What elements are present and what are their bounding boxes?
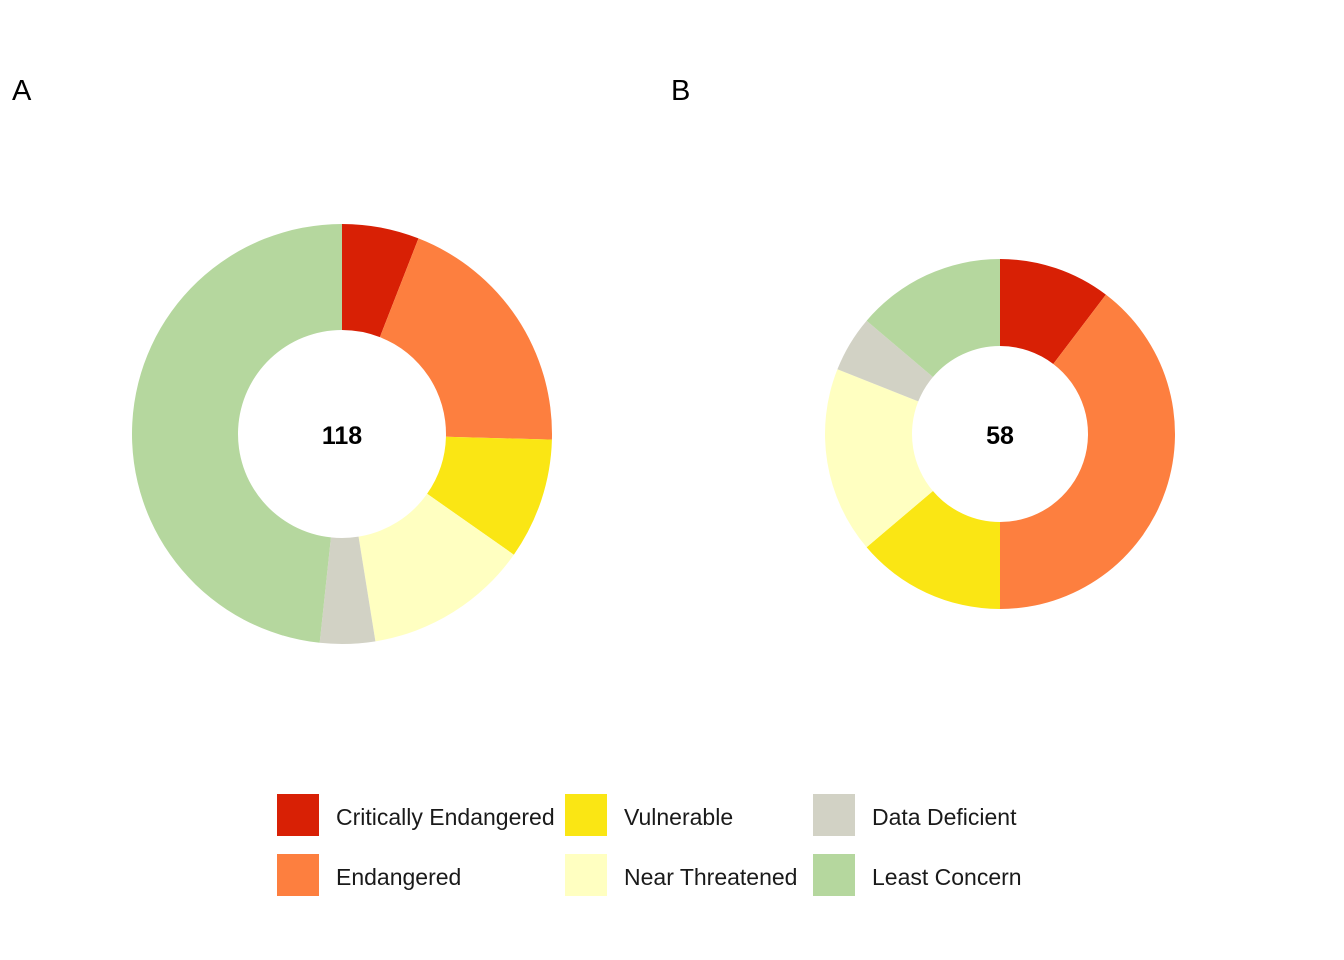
donut-b-slice-critically-endangered — [1000, 259, 1106, 364]
legend-swatch-critically-endangered — [277, 794, 319, 836]
legend-label-endangered: Endangered — [336, 864, 461, 890]
donut-b-slice-endangered — [1000, 294, 1175, 609]
panel-b: B 58 — [671, 75, 1175, 609]
donut-a-slice-near-threatened — [358, 493, 514, 642]
donut-b-center-label: 58 — [986, 422, 1014, 450]
donut-a-slice-critically-endangered — [342, 224, 419, 338]
legend: Critically Endangered Endangered Vulnera… — [277, 794, 1022, 896]
donut-a-slice-data-deficient — [319, 536, 376, 645]
legend-label-least-concern: Least Concern — [872, 864, 1022, 890]
donut-a — [132, 224, 553, 645]
donut-a-slice-endangered — [379, 238, 553, 440]
legend-label-near-threatened: Near Threatened — [624, 864, 797, 890]
legend-label-critically-endangered: Critically Endangered — [336, 804, 555, 830]
donut-b-slice-near-threatened — [825, 369, 933, 548]
donut-b-slice-least-concern — [866, 259, 1000, 378]
donut-b-slice-vulnerable — [866, 490, 1000, 609]
legend-swatch-least-concern — [813, 854, 855, 896]
panel-a: A 118 — [12, 75, 553, 645]
donut-b — [825, 259, 1175, 609]
legend-swatch-data-deficient — [813, 794, 855, 836]
donut-a-slice-vulnerable — [427, 436, 552, 555]
donut-a-center-label: 118 — [322, 422, 362, 450]
donut-b-slice-data-deficient — [837, 320, 933, 402]
legend-swatch-vulnerable — [565, 794, 607, 836]
legend-swatch-near-threatened — [565, 854, 607, 896]
panel-b-label: B — [671, 75, 690, 107]
legend-label-vulnerable: Vulnerable — [624, 804, 733, 830]
panel-a-label: A — [12, 75, 32, 107]
legend-label-data-deficient: Data Deficient — [872, 804, 1017, 830]
legend-swatch-endangered — [277, 854, 319, 896]
donut-a-slice-least-concern — [132, 224, 342, 643]
